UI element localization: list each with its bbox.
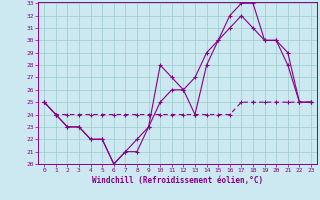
X-axis label: Windchill (Refroidissement éolien,°C): Windchill (Refroidissement éolien,°C) — [92, 176, 263, 185]
